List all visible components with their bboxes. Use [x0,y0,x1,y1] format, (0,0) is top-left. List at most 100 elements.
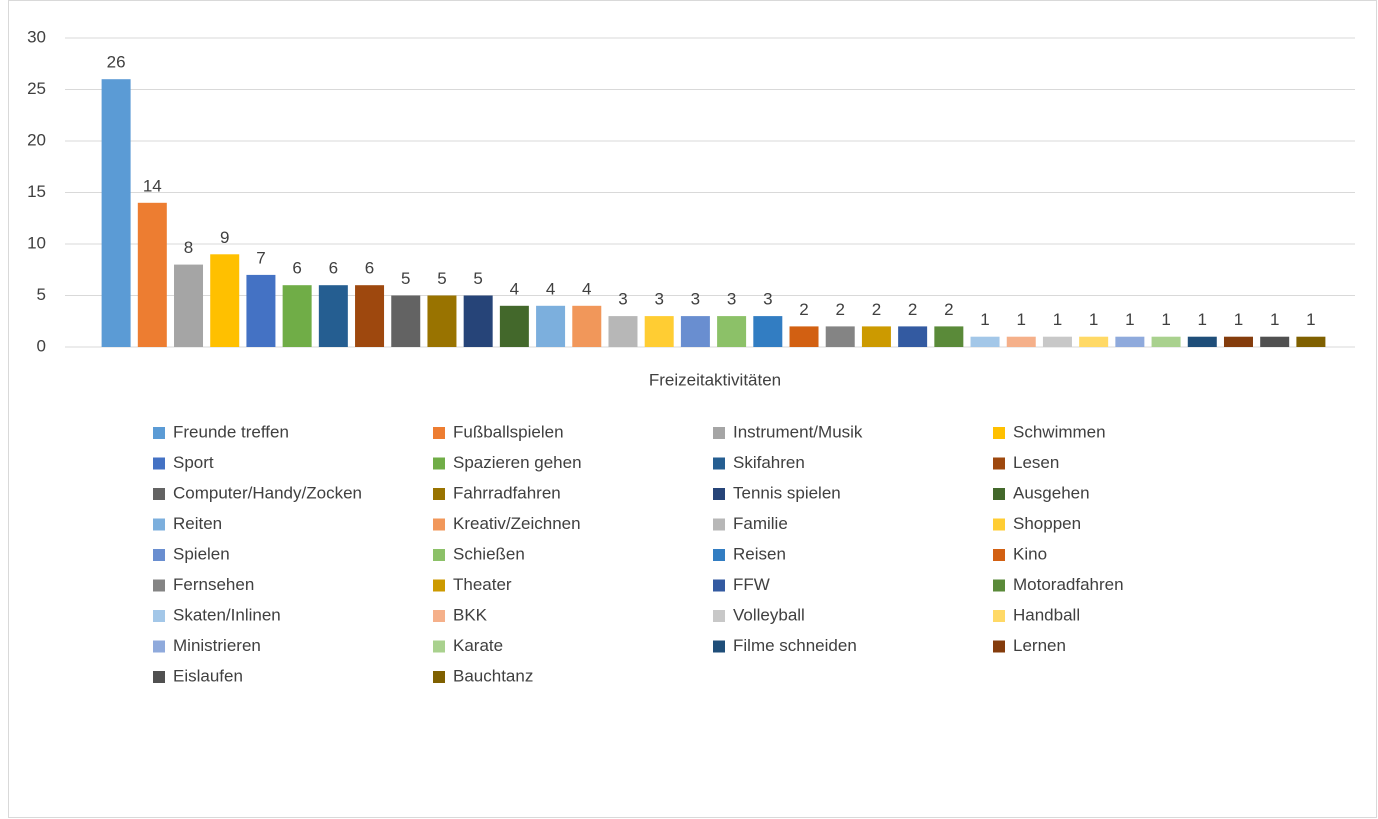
legend-swatch [713,457,725,470]
bar [1151,336,1181,347]
legend-swatch [713,488,725,500]
legend-label: Motoradfahren [1013,575,1124,594]
legend-swatch [433,549,445,561]
bar [355,285,385,347]
data-label: 1 [1161,310,1170,329]
legend-label: Sport [173,453,214,472]
bar [1115,336,1145,347]
data-label: 1 [1089,310,1098,329]
chart-border [8,0,1377,818]
bar [427,295,457,347]
data-label: 2 [872,300,881,319]
legend-label: Shoppen [1013,514,1081,533]
bar [246,274,276,347]
bar [898,326,928,347]
legend-swatch [993,579,1005,592]
y-tick-label: 20 [27,130,46,149]
legend-label: Theater [453,575,512,594]
legend-swatch [153,518,165,531]
legend-label: Ministrieren [173,636,261,655]
legend-label: Filme schneiden [733,636,857,655]
legend-swatch [993,457,1005,470]
legend-label: Fahrradfahren [453,483,561,502]
legend-swatch [153,427,165,439]
y-tick-label: 10 [27,233,46,252]
data-label: 3 [618,290,627,309]
data-label: 5 [401,269,410,288]
data-label: 3 [763,290,772,309]
bar [536,305,566,347]
legend-label: Kreativ/Zeichnen [453,514,581,533]
bar [1187,336,1217,347]
legend-label: Bauchtanz [453,666,533,685]
legend-swatch [433,579,445,592]
data-label: 3 [654,290,663,309]
data-label: 1 [1017,310,1026,329]
bar [608,316,638,347]
data-label: 1 [1198,310,1207,329]
data-label: 1 [1053,310,1062,329]
bar [1006,336,1036,347]
bar [391,295,421,347]
legend-swatch [713,610,725,622]
bar [318,285,348,347]
legend-swatch [713,518,725,531]
data-label: 4 [546,279,555,298]
bar [101,79,131,347]
data-label: 2 [944,300,953,319]
legend-label: Ausgehen [1013,483,1090,502]
bar [1042,336,1072,347]
legend-label: Tennis spielen [733,483,841,502]
data-label: 5 [437,269,446,288]
legend-swatch [993,488,1005,500]
legend-label: Familie [733,514,788,533]
bar [1079,336,1109,347]
data-label: 2 [835,300,844,319]
legend-swatch [153,640,165,653]
legend-label: Freunde treffen [173,422,289,441]
data-label: 1 [1306,310,1315,329]
legend-swatch [153,671,165,683]
bar [463,295,493,347]
x-axis-title: Freizeitaktivitäten [649,370,781,389]
legend-label: BKK [453,605,488,624]
legend-swatch [433,610,445,622]
legend-label: Schießen [453,544,525,563]
data-label: 5 [473,269,482,288]
bar [1260,336,1290,347]
legend-swatch [713,427,725,439]
bar [789,326,819,347]
legend-label: Lesen [1013,453,1059,472]
legend-label: Karate [453,636,503,655]
bar [572,305,602,347]
data-label: 6 [329,259,338,278]
data-label: 6 [365,259,374,278]
legend-label: Kino [1013,544,1047,563]
legend-label: Eislaufen [173,666,243,685]
bar [970,336,1000,347]
legend-label: Spielen [173,544,230,563]
legend-swatch [993,640,1005,653]
legend-label: Lernen [1013,636,1066,655]
legend-label: Instrument/Musik [733,422,863,441]
legend-label: FFW [733,575,770,594]
legend-swatch [993,610,1005,622]
legend-label: Reisen [733,544,786,563]
data-label: 1 [1270,310,1279,329]
legend-swatch [433,518,445,531]
data-label: 26 [107,53,126,72]
data-label: 3 [691,290,700,309]
legend-swatch [433,640,445,653]
bar [1296,336,1326,347]
bar [644,316,674,347]
bar [934,326,964,347]
legend-label: Handball [1013,605,1080,624]
bar [861,326,891,347]
data-label: 2 [908,300,917,319]
legend-swatch [713,640,725,653]
legend-label: Schwimmen [1013,422,1106,441]
legend-label: Computer/Handy/Zocken [173,483,362,502]
bar [137,202,167,347]
bar [210,254,240,347]
